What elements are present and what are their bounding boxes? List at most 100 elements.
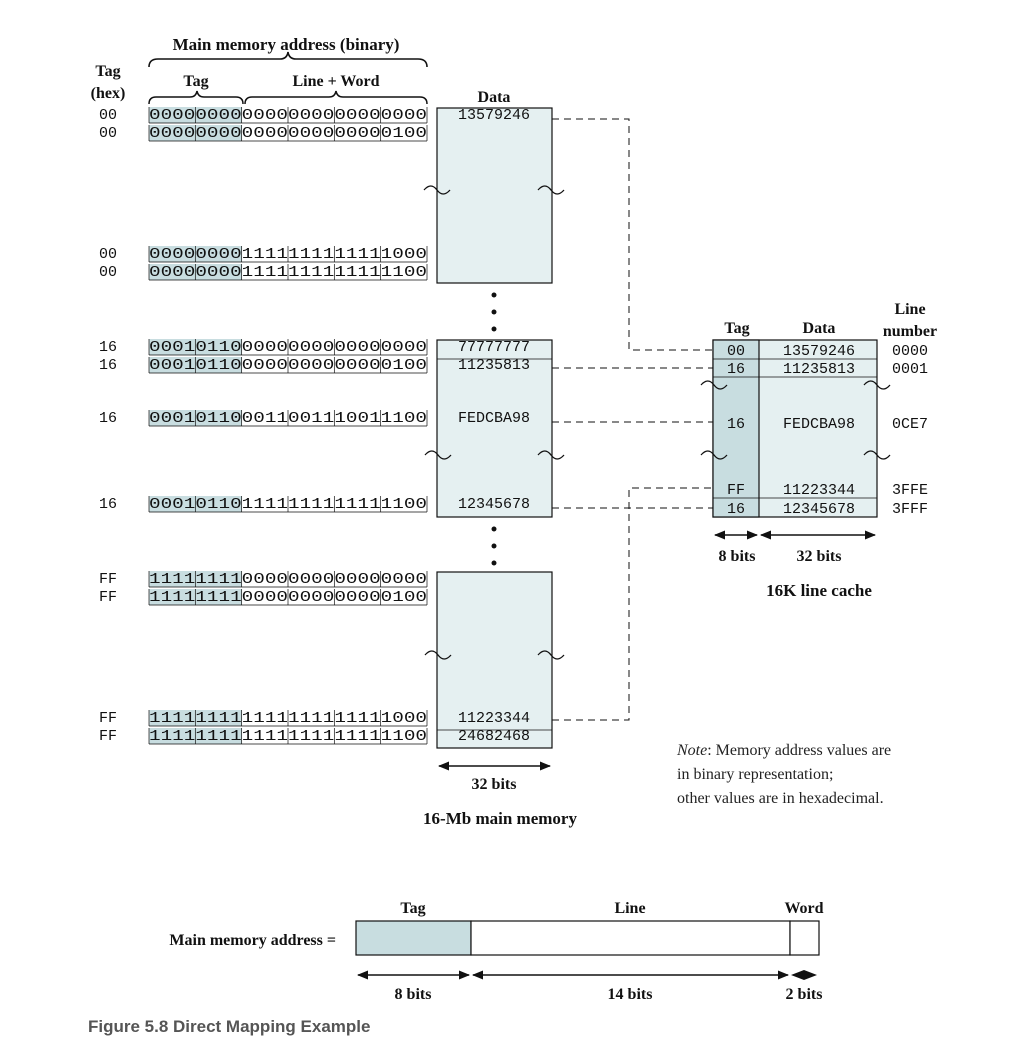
memory-row-data: 11235813 xyxy=(458,357,530,374)
memory-row: FF 111111111111111111111000 11223344 xyxy=(99,710,530,727)
address-brace xyxy=(148,51,428,68)
map-0000 xyxy=(552,118,713,351)
data-column-label: Data xyxy=(478,89,511,106)
bit-ticks xyxy=(148,264,428,281)
address-tag-field xyxy=(355,920,472,956)
main-memory-header: Main memory address (binary) Tag (hex) T… xyxy=(91,35,511,106)
ellipsis-dot xyxy=(491,326,497,332)
cache-break-marks xyxy=(700,380,891,460)
bit-ticks xyxy=(148,125,428,142)
memory-row-tag-hex: 16 xyxy=(99,410,117,427)
memory-row-tag-hex: 16 xyxy=(99,357,117,374)
cache-box xyxy=(700,339,891,518)
cache-title: 16K line cache xyxy=(766,581,872,600)
memory-row: 16 000101100000000000000100 11235813 xyxy=(99,357,530,374)
address-tag-bits: 8 bits xyxy=(395,986,432,1003)
note-line-1: Note: Memory address values are xyxy=(676,742,891,759)
cache-row: 00 13579246 0000 xyxy=(727,343,928,360)
memory-row: 00 000000001111111111111100 xyxy=(99,264,428,281)
memory-row: FF 111111111111111111111100 24682468 xyxy=(99,728,530,745)
memory-row-tag-hex: 00 xyxy=(99,107,117,124)
address-word-bits: 2 bits xyxy=(786,986,823,1003)
memory-row: FF 111111110000000000000000 xyxy=(99,571,428,588)
figure-caption: Figure 5.8 Direct Mapping Example xyxy=(88,1017,370,1036)
tag-brace xyxy=(148,90,244,105)
bit-ticks xyxy=(148,589,428,606)
cache-row-line-number: 3FFF xyxy=(892,501,928,518)
cache-row-line-number: 3FFE xyxy=(892,482,928,499)
bit-ticks xyxy=(148,357,428,374)
memory-row-tag-hex: FF xyxy=(99,728,117,745)
cache-tag-label: Tag xyxy=(724,320,749,337)
address-word-name: Word xyxy=(784,900,823,917)
address-line-bits: 14 bits xyxy=(608,986,653,1003)
tag-hex-label-line1: Tag xyxy=(95,63,120,80)
ellipsis-dot xyxy=(491,292,497,298)
cache-row-tag: 00 xyxy=(727,343,745,360)
cache-row-data: 11223344 xyxy=(783,482,855,499)
memory-row-tag-hex: 00 xyxy=(99,246,117,263)
cache-row-tag: 16 xyxy=(727,416,745,433)
line-word-field-label: Line + Word xyxy=(292,73,379,90)
cache-row-data: FEDCBA98 xyxy=(783,416,855,433)
cache-data-label: Data xyxy=(803,320,836,337)
cache-row-data: 12345678 xyxy=(783,501,855,518)
bit-ticks xyxy=(148,728,428,745)
bit-ticks xyxy=(148,496,428,513)
memory-row: 16 000101100000000000000000 77777777 xyxy=(99,339,530,356)
bit-ticks xyxy=(148,410,428,427)
mapping-lines xyxy=(552,118,713,721)
cache-row-tag: 16 xyxy=(727,361,745,378)
memory-row-tag-hex: 00 xyxy=(99,264,117,281)
cache-row: FF 11223344 3FFE xyxy=(727,482,928,499)
bit-ticks xyxy=(148,710,428,727)
bit-ticks xyxy=(148,339,428,356)
line-word-brace xyxy=(244,90,428,105)
line-number-label-line1: Line xyxy=(894,301,925,318)
cache-row-line-number: 0CE7 xyxy=(892,416,928,433)
memory-row-tag-hex: FF xyxy=(99,589,117,606)
address-word-field xyxy=(789,920,820,956)
cache-data-bits-label: 32 bits xyxy=(797,548,842,565)
address-line-name: Line xyxy=(614,900,645,917)
main-memory-blocks xyxy=(423,107,565,749)
cache-row-data: 11235813 xyxy=(783,361,855,378)
note-line-3: other values are in hexadecimal. xyxy=(677,790,884,807)
memory-row-tag-hex: FF xyxy=(99,571,117,588)
memory-row: 00 000000000000000000000000 13579246 xyxy=(99,107,530,124)
cache-row: 16 FEDCBA98 0CE7 xyxy=(727,416,928,433)
tag-field-label: Tag xyxy=(183,73,208,90)
cache-row-data: 13579246 xyxy=(783,343,855,360)
bit-ticks xyxy=(148,246,428,263)
memory-row-data: 77777777 xyxy=(458,339,530,356)
memory-row-tag-hex: 16 xyxy=(99,339,117,356)
cache-row-tag: FF xyxy=(727,482,745,499)
memory-row-tag-hex: 00 xyxy=(99,125,117,142)
memory-row: 00 000000000000000000000100 xyxy=(99,125,428,142)
note-line-2: in binary representation; xyxy=(677,766,833,783)
cache-rows: 00 13579246 0000 16 11235813 0001 16 FEDCBA98 0C… xyxy=(727,343,928,518)
ellipsis-dot xyxy=(491,309,497,315)
address-line-field xyxy=(470,920,791,956)
address-tag-name: Tag xyxy=(400,900,425,917)
memory-row-data: 13579246 xyxy=(458,107,530,124)
address-format: Main memory address = Tag Line Word 8 bi… xyxy=(169,900,823,1003)
memory-row: FF 111111110000000000000100 xyxy=(99,589,428,606)
memory-row-data: 11223344 xyxy=(458,710,530,727)
memory-row-data: FEDCBA98 xyxy=(458,410,530,427)
cache-tag-bits-label: 8 bits xyxy=(719,548,756,565)
cache-header: Line number Tag Data xyxy=(724,301,937,340)
memory-row-tag-hex: FF xyxy=(99,710,117,727)
main-memory-address-title: Main memory address (binary) xyxy=(173,35,400,54)
cache-row: 16 12345678 3FFF xyxy=(727,501,928,518)
ellipsis-dot xyxy=(491,543,497,549)
memory-block-ff xyxy=(436,571,553,749)
memory-row-data: 12345678 xyxy=(458,496,530,513)
memory-row: 00 000000001111111111111000 xyxy=(99,246,428,263)
cache-row-line-number: 0000 xyxy=(892,343,928,360)
memory-width-label: 32 bits xyxy=(472,776,517,793)
cache-width-indicators: 8 bits 32 bits 16K line cache xyxy=(713,530,877,600)
bit-ticks xyxy=(148,107,428,124)
